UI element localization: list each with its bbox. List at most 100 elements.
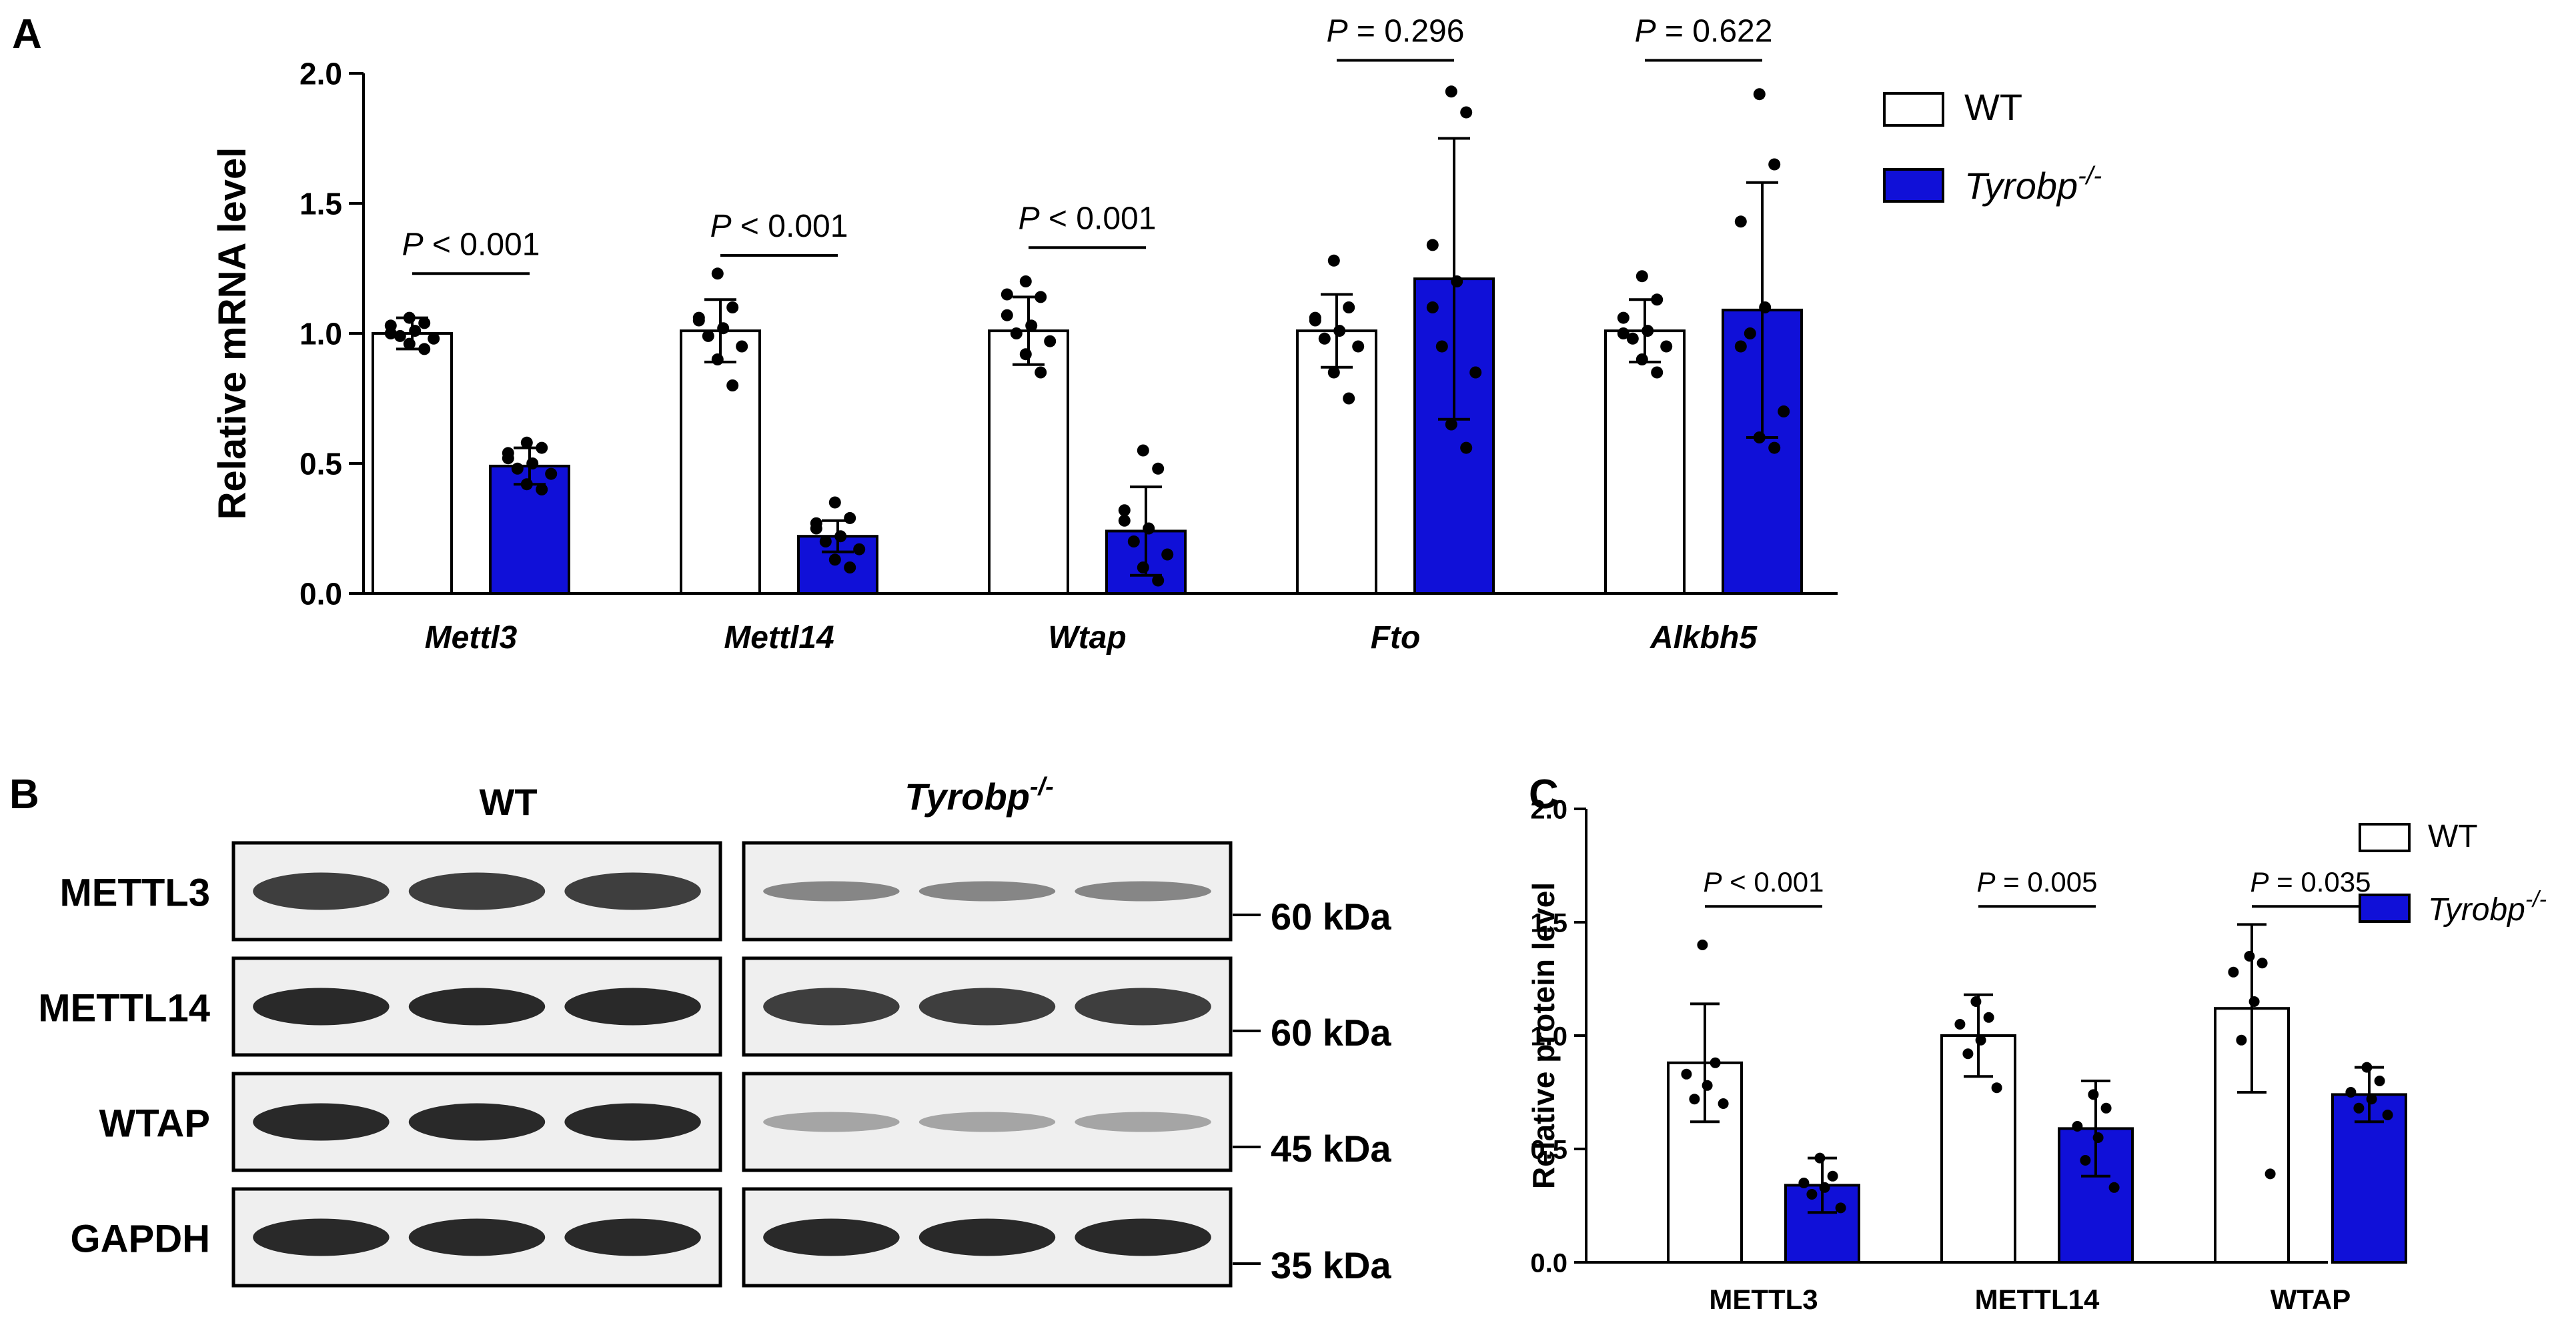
blot-row-label: WTAP (99, 1102, 210, 1146)
panel-c-data-point (2361, 1062, 2373, 1073)
panel-a-data-point (844, 561, 856, 573)
panel-a-category-label: Fto (1371, 620, 1421, 655)
panel-a-data-point (1660, 340, 1673, 353)
panel-a-category-label: Mettl3 (425, 620, 518, 655)
panel-a-data-point (834, 530, 847, 543)
panel-label-b: B (9, 772, 39, 818)
panel-a-data-point (1451, 275, 1463, 287)
panel-a-data-point (1445, 418, 1457, 431)
panel-a-data-point (1019, 348, 1032, 361)
blot-band (763, 1112, 900, 1132)
blot-band (408, 872, 546, 910)
panel-c-data-point (1983, 1012, 1994, 1023)
panel-a-data-point (502, 447, 514, 459)
panel-a-data-point (1768, 441, 1781, 454)
blot-band (564, 1103, 701, 1141)
blot-band (408, 988, 546, 1026)
panel-a-category-label: Wtap (1048, 620, 1126, 655)
legend-c-wt-label: WT (2428, 819, 2478, 854)
panel-c-data-point (1697, 940, 1708, 950)
legend-c-ko-swatch (2359, 894, 2411, 923)
panel-c-p-value: P < 0.001 (1704, 866, 1824, 898)
panel-a-data-point (545, 467, 558, 480)
panel-a-data-point (692, 314, 705, 327)
panel-c-data-point (2353, 1102, 2365, 1114)
panel-c-y-axis-label: Relative protein level (1526, 882, 1561, 1189)
panel-a-p-value: P < 0.001 (1019, 201, 1157, 236)
blot-marker-label: 35 kDa (1271, 1244, 1391, 1286)
panel-a-data-point (1118, 504, 1131, 517)
panel-c-data-point (1689, 1094, 1700, 1105)
panel-a-data-point (384, 327, 397, 339)
legend-c: WT Tyrobp-/- (2359, 819, 2547, 928)
panel-a-data-point (1642, 325, 1654, 337)
blot-band (763, 881, 900, 902)
blot-band (564, 988, 701, 1026)
panel-c-data-point (1702, 1080, 1713, 1091)
panel-label-a: A (12, 11, 42, 57)
panel-c-data-point (1681, 1068, 1692, 1080)
blot-band (564, 1218, 701, 1256)
panel-a-data-point (1636, 270, 1648, 283)
blot-band (253, 1103, 390, 1141)
panel-a-data-point (418, 317, 431, 329)
panel-c-data-point (1798, 1178, 1810, 1188)
panel-a-data-point (1460, 106, 1473, 119)
panel-a-data-point (1460, 441, 1473, 454)
panel-a-data-point (1152, 574, 1165, 587)
legend-a-wt-label: WT (1964, 86, 2022, 128)
panel-a-data-point (1010, 327, 1023, 339)
blot-row-label: METTL3 (59, 872, 210, 915)
panel-c-data-point (1814, 1152, 1826, 1164)
panel-c-data-point (2080, 1155, 2091, 1166)
panel-a-data-point (1445, 85, 1457, 98)
panel-a-data-point (1426, 239, 1439, 251)
panel-a-data-point (828, 553, 841, 566)
panel-c-data-point (2108, 1182, 2120, 1193)
panel-a-data-point (526, 457, 539, 469)
panel-a-data-point (1327, 366, 1340, 379)
blot-band (918, 881, 1056, 902)
panel-c-data-point (1954, 1019, 1966, 1030)
blot-band (918, 1112, 1056, 1132)
panel-a-data-point (520, 436, 533, 449)
panel-a-category-label: Alkbh5 (1650, 620, 1758, 655)
panel-c-data-point (2257, 958, 2268, 969)
panel-c-data-point (2228, 966, 2239, 978)
blot-marker-label: 60 kDa (1271, 1012, 1391, 1054)
blot-marker-label: 60 kDa (1271, 896, 1391, 938)
blot-band (763, 1218, 900, 1256)
panel-c-data-point (1962, 1048, 1974, 1060)
panel-c-y-tick-label: 2.0 (1530, 795, 1567, 824)
panel-a-bar (1604, 329, 1686, 595)
panel-a-data-point (828, 496, 841, 509)
panel-a-data-point (1019, 275, 1032, 287)
panel-a-y-tick-label: 2.0 (299, 57, 342, 91)
chart-a: 0.0 0.5 1.0 1.5 2.0 Relative mRNA level Mettl3… (211, 14, 1838, 655)
panel-a-data-point (1435, 340, 1448, 353)
panel-c-y-tick-label: 0.5 (1530, 1135, 1567, 1164)
blot-panel-ko (742, 1072, 1233, 1172)
panel-a-data-point (1651, 366, 1664, 379)
panel-a-data-point (536, 441, 548, 454)
panel-label-c: C (1529, 772, 1559, 818)
panel-a-data-point (736, 340, 748, 353)
panel-a-data-point (1352, 340, 1365, 353)
panel-c-data-point (2088, 1089, 2099, 1100)
panel-a-data-point (1118, 514, 1131, 527)
chart-c: 0.0 0.5 1.0 1.5 2.0 Relative protein level MET… (1526, 795, 2407, 1315)
panel-a-data-point (1626, 332, 1639, 345)
panel-a-data-point (403, 311, 416, 324)
panel-c-y-tick-label: 1.0 (1530, 1022, 1567, 1051)
panel-a-data-point (1469, 366, 1482, 379)
panel-c-data-point (2244, 951, 2255, 962)
panel-a-data-point (1744, 327, 1756, 339)
blot-row-label: GAPDH (71, 1218, 210, 1261)
panel-c-data-point (2236, 1034, 2247, 1046)
panel-c-data-point (1970, 996, 1982, 1007)
blot-band (408, 1103, 546, 1141)
panel-a-data-point (1318, 332, 1331, 345)
panel-a-data-point (853, 543, 866, 555)
panel-a-data-point (520, 478, 533, 491)
panel-a-data-point (819, 535, 832, 547)
